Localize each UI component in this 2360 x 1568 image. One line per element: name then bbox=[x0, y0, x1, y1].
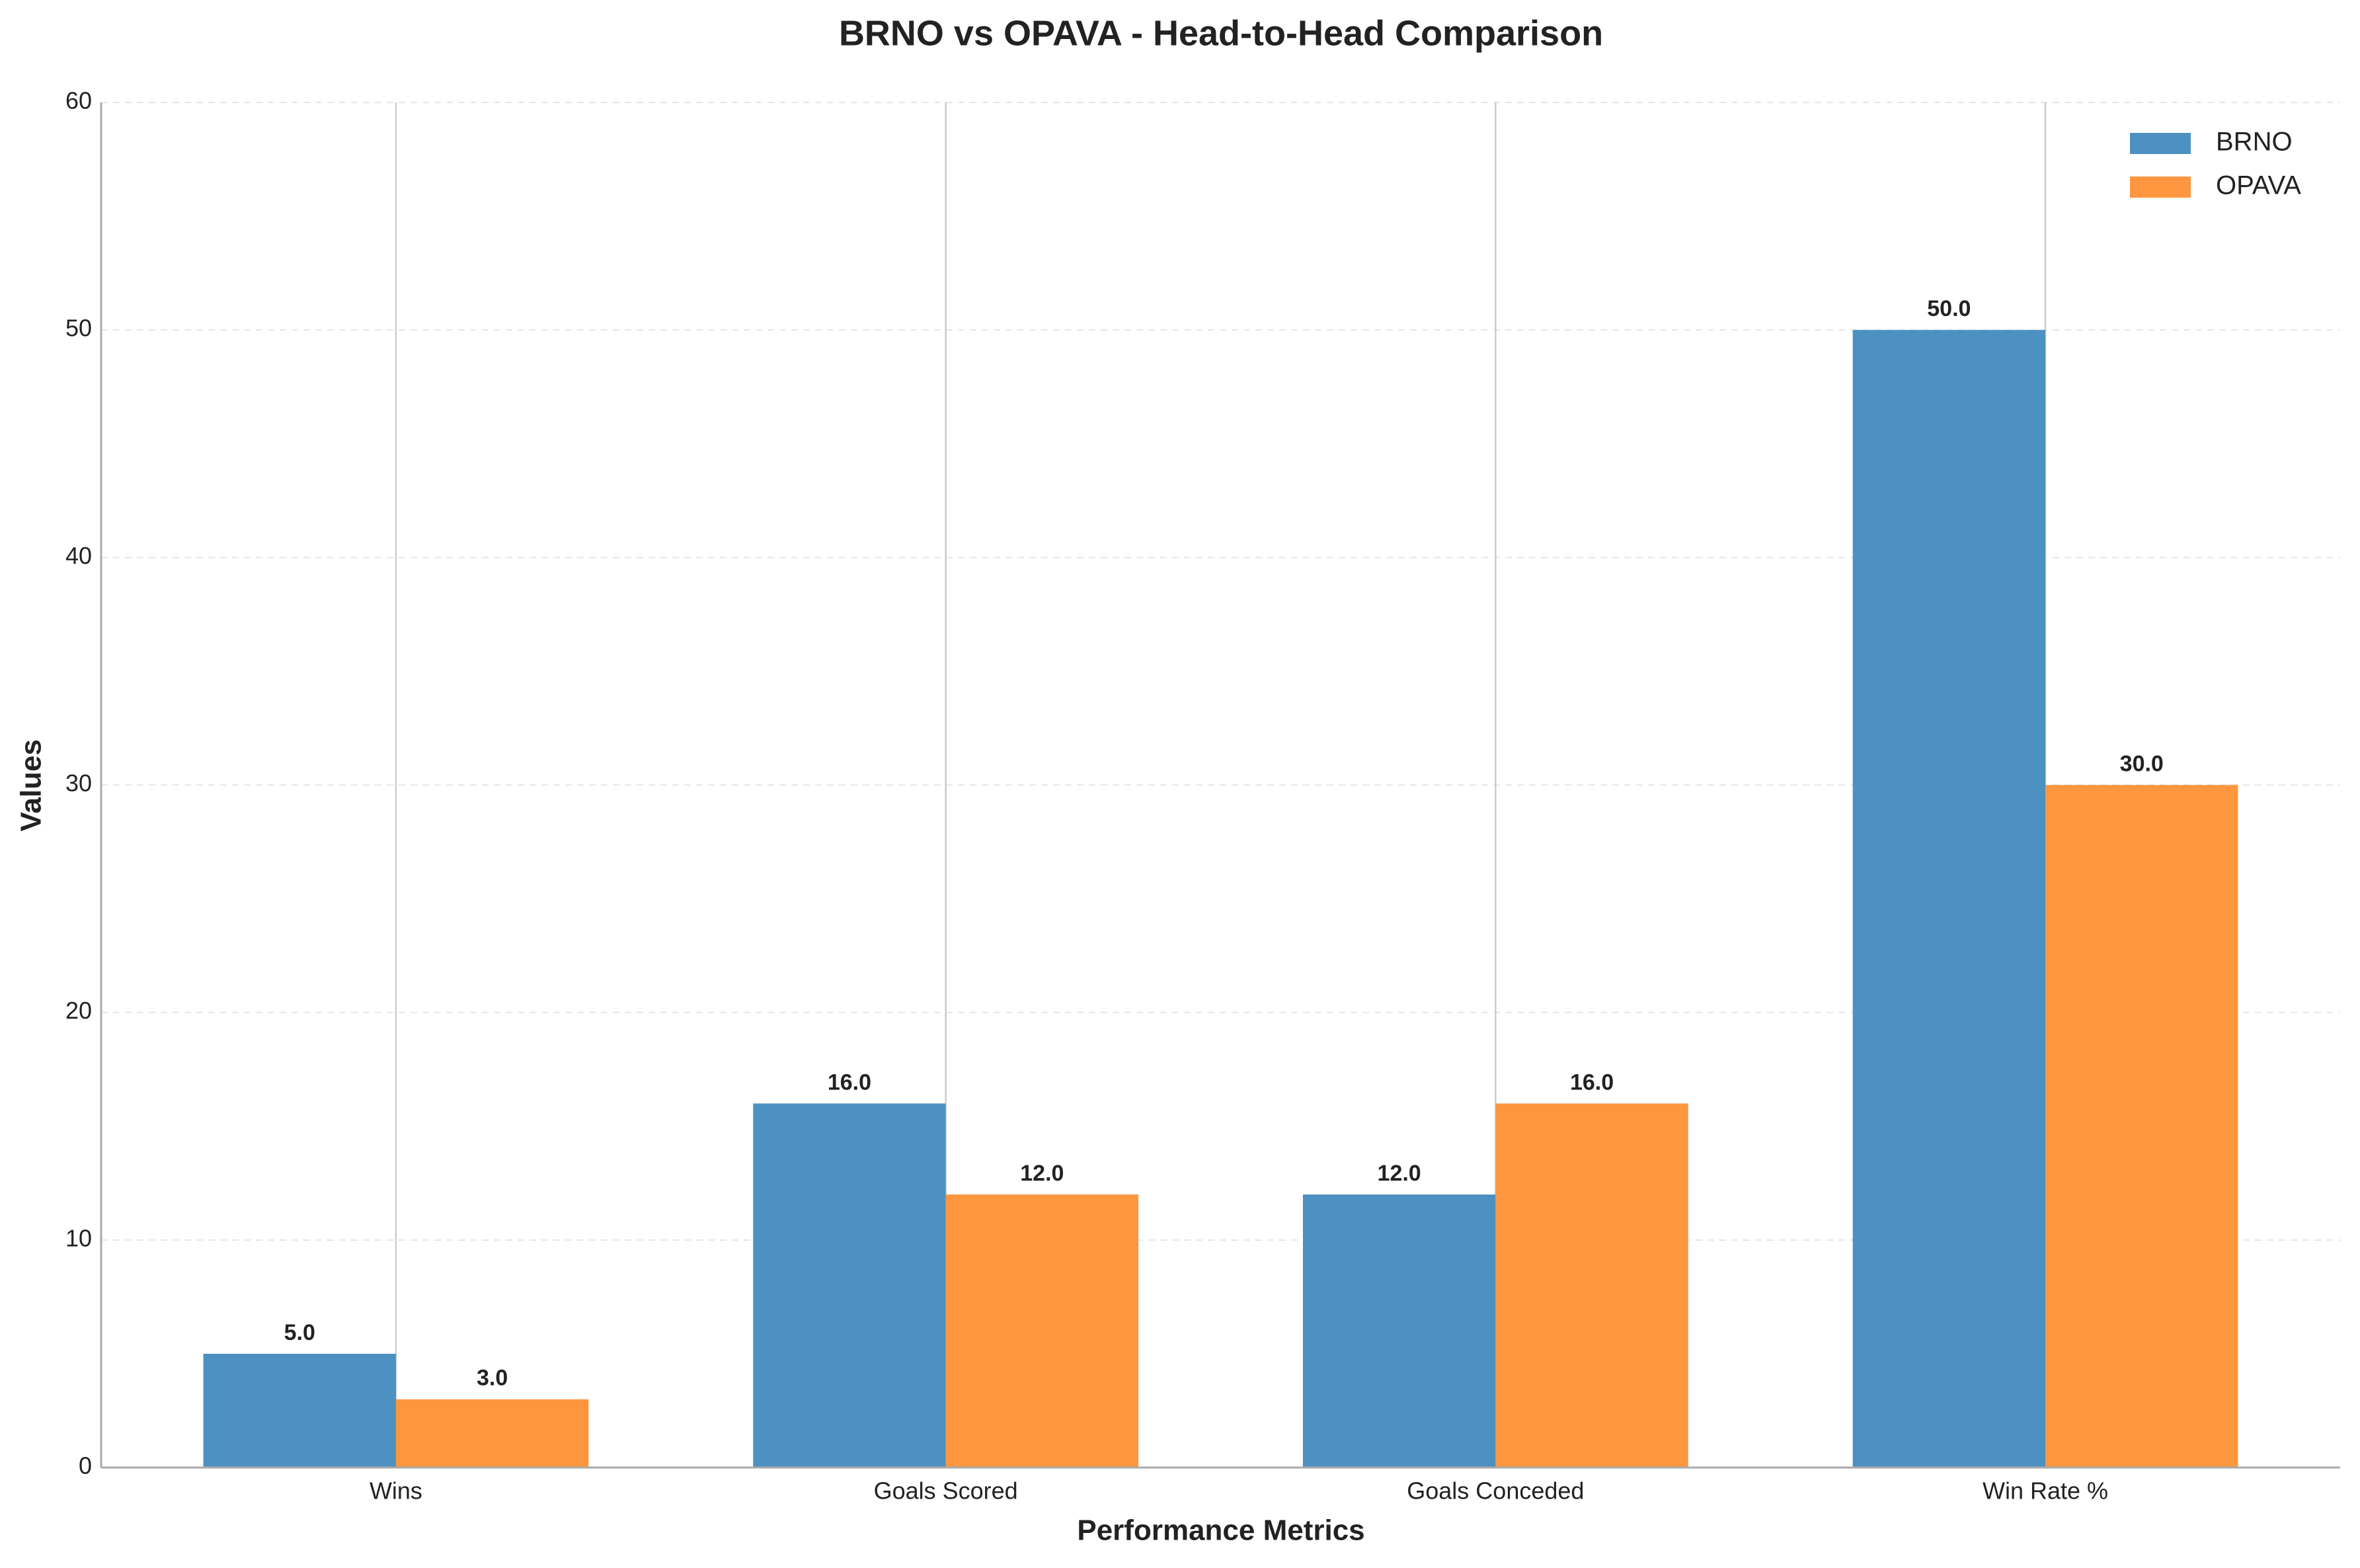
bar bbox=[945, 1195, 1139, 1468]
chart-title: BRNO vs OPAVA - Head-to-Head Comparison bbox=[839, 13, 1603, 53]
x-tick-label: Goals Conceded bbox=[1407, 1477, 1584, 1505]
x-axis-label: Performance Metrics bbox=[1077, 1514, 1364, 1547]
x-tick-label: Wins bbox=[370, 1477, 422, 1505]
legend-label: BRNO bbox=[2216, 128, 2293, 157]
value-label: 30.0 bbox=[2120, 751, 2164, 776]
value-label: 50.0 bbox=[1927, 296, 1971, 321]
value-label: 3.0 bbox=[477, 1366, 508, 1391]
legend-label: OPAVA bbox=[2216, 171, 2301, 200]
legend-swatch bbox=[2130, 176, 2191, 198]
bar bbox=[1302, 1195, 1496, 1468]
x-tick-label: Win Rate % bbox=[1983, 1477, 2108, 1505]
value-label: 12.0 bbox=[1378, 1161, 1421, 1186]
legend-swatch bbox=[2130, 133, 2191, 154]
value-label: 12.0 bbox=[1020, 1161, 1064, 1186]
bar bbox=[1852, 330, 2046, 1468]
x-tick-label: Goals Scored bbox=[874, 1477, 1018, 1505]
value-label: 5.0 bbox=[284, 1320, 315, 1345]
value-label: 16.0 bbox=[828, 1070, 871, 1095]
bar bbox=[1495, 1103, 1688, 1468]
bar bbox=[753, 1103, 946, 1468]
y-tick-label: 30 bbox=[65, 769, 92, 797]
bar bbox=[395, 1399, 589, 1468]
y-axis-label: Values bbox=[15, 739, 48, 831]
y-tick-label: 40 bbox=[65, 542, 92, 569]
y-tick-label: 60 bbox=[65, 87, 92, 114]
y-tick-label: 20 bbox=[65, 997, 92, 1024]
bar bbox=[203, 1353, 396, 1468]
y-tick-label: 0 bbox=[79, 1452, 92, 1479]
y-tick-label: 50 bbox=[65, 315, 92, 342]
y-tick-label: 10 bbox=[65, 1224, 92, 1251]
value-label: 16.0 bbox=[1570, 1070, 1614, 1095]
bar bbox=[2045, 785, 2238, 1468]
